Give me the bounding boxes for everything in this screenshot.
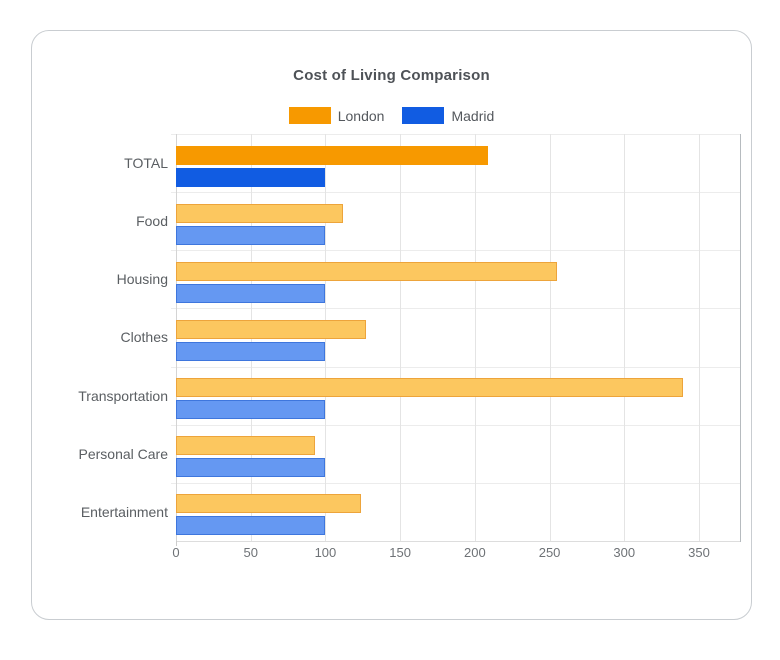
category-label: Clothes <box>120 329 168 346</box>
madrid-color-swatch <box>402 107 445 124</box>
row-separator <box>171 192 740 194</box>
chart-legend: London Madrid <box>32 107 751 124</box>
bar-london-clothes <box>176 319 366 339</box>
category-label: Personal Care <box>78 445 169 462</box>
bar-madrid-entertainment <box>176 516 326 536</box>
row-separator <box>171 308 740 310</box>
legend-label-london: London <box>337 107 385 124</box>
x-tick-label: 300 <box>613 545 636 560</box>
category-label: Food <box>136 213 168 230</box>
bar-london-total <box>176 145 489 165</box>
bar-madrid-transportation <box>176 400 326 420</box>
x-tick-label: 350 <box>688 545 710 560</box>
row-separator <box>171 482 740 484</box>
category-label: Housing <box>116 271 168 288</box>
x-tick-label: 100 <box>314 545 337 560</box>
bar-london-food <box>176 203 344 223</box>
category-label: Transportation <box>78 387 168 404</box>
row-separator <box>171 366 740 368</box>
x-tick-label: 0 <box>172 545 180 560</box>
bar-madrid-personal-care <box>176 458 326 478</box>
row-separator <box>171 134 740 135</box>
gridline <box>624 134 626 541</box>
x-tick-label: 200 <box>464 545 486 560</box>
bar-madrid-clothes <box>176 341 326 361</box>
x-tick-label: 250 <box>538 545 561 560</box>
zero-tick <box>176 541 177 546</box>
gridline <box>400 134 402 541</box>
row-separator <box>171 424 740 426</box>
legend-item-madrid: Madrid <box>402 107 494 124</box>
category-label: TOTAL <box>124 155 168 172</box>
legend-item-london: London <box>288 107 385 124</box>
london-color-swatch <box>288 107 331 124</box>
gridline <box>474 134 476 541</box>
gridline <box>549 134 551 541</box>
chart-card: Cost of Living Comparison London Madrid … <box>31 30 752 620</box>
gridline <box>699 134 700 541</box>
bar-london-housing <box>176 261 558 281</box>
bar-london-entertainment <box>176 494 362 514</box>
bar-london-transportation <box>176 378 683 398</box>
x-tick-label: 150 <box>389 545 411 560</box>
bar-madrid-total <box>176 167 326 187</box>
bar-madrid-housing <box>176 283 326 303</box>
legend-label-madrid: Madrid <box>451 107 495 124</box>
x-tick-label: 50 <box>243 545 258 560</box>
row-separator <box>171 250 740 252</box>
chart-title: Cost of Living Comparison <box>293 67 490 84</box>
bar-london-personal-care <box>176 436 315 456</box>
bar-madrid-food <box>176 225 326 245</box>
plot-right-border <box>740 134 741 542</box>
category-label: Entertainment <box>80 503 168 520</box>
x-axis-line <box>176 541 740 542</box>
